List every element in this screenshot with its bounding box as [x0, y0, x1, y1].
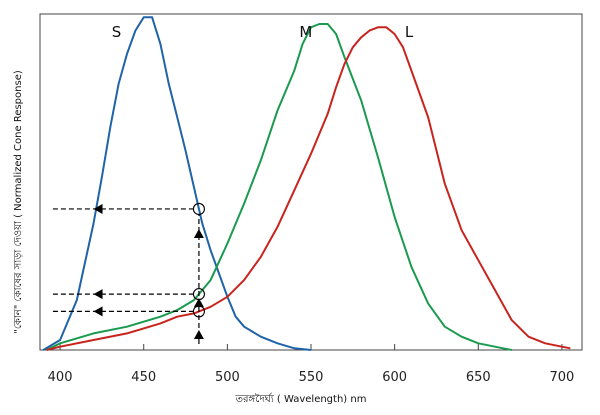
arrowhead-up: [193, 228, 204, 238]
x-tick-label: 650: [466, 370, 491, 385]
series-layer: [42, 16, 571, 351]
x-tick-label: 400: [48, 370, 73, 385]
intersection-circle: [192, 202, 205, 215]
x-axis-ticks: 400 450 500 550 600 650 700: [48, 344, 575, 385]
arrowhead-left: [93, 203, 103, 214]
annotation-layer: [50, 202, 205, 344]
arrowhead-left: [93, 306, 103, 317]
x-tick-label: 550: [299, 370, 324, 385]
series-label-s: S: [112, 23, 122, 41]
arrowhead-left: [93, 289, 103, 300]
y-axis-label: "কোন" কোষের সাড়া দেওয়া ( Normalized Co…: [13, 70, 24, 334]
x-tick-label: 600: [382, 370, 407, 385]
arrowhead-up: [193, 298, 204, 308]
x-axis-label: তরঙ্গদৈর্ঘ্য ( Wavelength) nm: [235, 393, 367, 405]
series-line-s: [42, 16, 312, 351]
x-tick-label: 700: [550, 370, 575, 385]
series-label-l: L: [405, 23, 414, 41]
series-line-l: [46, 26, 571, 351]
arrowhead-up: [193, 330, 204, 339]
series-line-m: [46, 23, 512, 351]
x-tick-label: 500: [215, 370, 240, 385]
series-label-m: M: [299, 23, 312, 41]
x-tick-label: 450: [131, 370, 156, 385]
